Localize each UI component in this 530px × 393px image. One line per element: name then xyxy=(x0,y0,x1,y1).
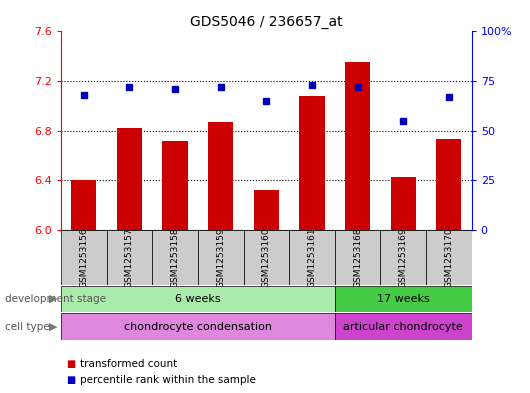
Bar xyxy=(208,122,233,230)
Text: GSM1253158: GSM1253158 xyxy=(171,227,180,288)
Text: GSM1253159: GSM1253159 xyxy=(216,227,225,288)
Text: ▶: ▶ xyxy=(49,321,57,332)
Bar xyxy=(289,230,335,285)
Text: ■: ■ xyxy=(66,358,75,369)
Text: GSM1253156: GSM1253156 xyxy=(80,227,89,288)
Bar xyxy=(198,230,243,285)
Bar xyxy=(436,140,462,230)
Bar xyxy=(163,141,188,230)
Text: transformed count: transformed count xyxy=(80,358,176,369)
Text: GSM1253157: GSM1253157 xyxy=(125,227,134,288)
Title: GDS5046 / 236657_at: GDS5046 / 236657_at xyxy=(190,15,342,29)
Text: ▶: ▶ xyxy=(49,294,57,304)
Bar xyxy=(71,180,96,230)
Text: development stage: development stage xyxy=(5,294,107,304)
Bar xyxy=(117,128,142,230)
Bar xyxy=(345,62,370,230)
Bar xyxy=(243,230,289,285)
Text: GSM1253168: GSM1253168 xyxy=(353,227,362,288)
Text: GSM1253160: GSM1253160 xyxy=(262,227,271,288)
Text: GSM1253169: GSM1253169 xyxy=(399,227,408,288)
Text: percentile rank within the sample: percentile rank within the sample xyxy=(80,375,255,385)
Text: chondrocyte condensation: chondrocyte condensation xyxy=(124,321,272,332)
Bar xyxy=(335,313,472,340)
Bar xyxy=(61,286,335,312)
Text: GSM1253170: GSM1253170 xyxy=(444,227,453,288)
Bar xyxy=(299,96,324,230)
Text: GSM1253161: GSM1253161 xyxy=(307,227,316,288)
Bar xyxy=(254,190,279,230)
Text: ■: ■ xyxy=(66,375,75,385)
Bar xyxy=(335,286,472,312)
Bar xyxy=(61,313,335,340)
Text: 6 weeks: 6 weeks xyxy=(175,294,220,304)
Bar xyxy=(381,230,426,285)
Text: 17 weeks: 17 weeks xyxy=(377,294,430,304)
Bar xyxy=(391,176,416,230)
Bar xyxy=(152,230,198,285)
Bar xyxy=(335,230,381,285)
Bar xyxy=(107,230,152,285)
Text: articular chondrocyte: articular chondrocyte xyxy=(343,321,463,332)
Bar xyxy=(61,230,107,285)
Text: cell type: cell type xyxy=(5,321,50,332)
Bar xyxy=(426,230,472,285)
